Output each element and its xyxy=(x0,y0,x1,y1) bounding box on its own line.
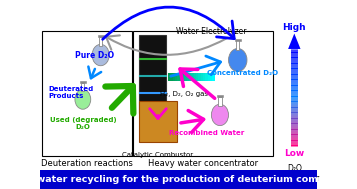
FancyBboxPatch shape xyxy=(212,73,215,81)
FancyBboxPatch shape xyxy=(235,39,241,41)
Text: Heavy water recycling for the production of deuterium compounds: Heavy water recycling for the production… xyxy=(0,175,357,184)
Text: Used (degraded)
D₂O: Used (degraded) D₂O xyxy=(50,117,116,130)
FancyBboxPatch shape xyxy=(80,81,86,83)
FancyBboxPatch shape xyxy=(207,73,210,81)
FancyBboxPatch shape xyxy=(99,37,102,46)
Text: Heavy water concentrator: Heavy water concentrator xyxy=(148,159,258,168)
FancyBboxPatch shape xyxy=(189,73,191,81)
FancyBboxPatch shape xyxy=(133,31,273,156)
FancyBboxPatch shape xyxy=(218,97,222,105)
Text: Low: Low xyxy=(284,149,305,158)
Text: Catalytic Combustor: Catalytic Combustor xyxy=(122,152,193,158)
FancyBboxPatch shape xyxy=(184,73,187,81)
FancyBboxPatch shape xyxy=(187,73,189,81)
FancyBboxPatch shape xyxy=(168,73,170,81)
FancyBboxPatch shape xyxy=(201,73,203,81)
Circle shape xyxy=(92,44,109,66)
FancyBboxPatch shape xyxy=(217,95,223,97)
Text: Pure D₂O: Pure D₂O xyxy=(75,51,114,60)
Circle shape xyxy=(75,90,91,109)
Circle shape xyxy=(228,49,247,71)
FancyBboxPatch shape xyxy=(40,170,317,189)
FancyBboxPatch shape xyxy=(196,73,198,81)
FancyBboxPatch shape xyxy=(173,73,175,81)
Text: Concentrated D₂O: Concentrated D₂O xyxy=(207,70,278,76)
FancyBboxPatch shape xyxy=(177,73,180,81)
Polygon shape xyxy=(288,33,301,49)
FancyBboxPatch shape xyxy=(81,83,84,91)
Text: Water Electrolyzer: Water Electrolyzer xyxy=(176,27,246,36)
FancyBboxPatch shape xyxy=(139,36,166,113)
Text: High: High xyxy=(282,22,306,32)
Text: Deuteration reactions: Deuteration reactions xyxy=(41,159,133,168)
Text: H₂, D₂, O₂ gas: H₂, D₂, O₂ gas xyxy=(160,91,208,97)
FancyBboxPatch shape xyxy=(175,73,177,81)
Text: D₂O
concentration: D₂O concentration xyxy=(268,164,321,183)
Circle shape xyxy=(211,104,228,126)
FancyBboxPatch shape xyxy=(203,73,205,81)
FancyBboxPatch shape xyxy=(205,73,207,81)
FancyBboxPatch shape xyxy=(170,73,173,81)
FancyBboxPatch shape xyxy=(193,73,196,81)
FancyBboxPatch shape xyxy=(182,73,184,81)
FancyBboxPatch shape xyxy=(236,40,240,50)
FancyBboxPatch shape xyxy=(198,73,201,81)
FancyBboxPatch shape xyxy=(97,35,104,37)
FancyBboxPatch shape xyxy=(42,31,132,156)
Text: Deuterated
Products: Deuterated Products xyxy=(48,86,93,99)
FancyBboxPatch shape xyxy=(139,101,177,142)
FancyBboxPatch shape xyxy=(210,73,212,81)
FancyBboxPatch shape xyxy=(191,73,193,81)
FancyBboxPatch shape xyxy=(180,73,182,81)
Text: Recombined Water: Recombined Water xyxy=(169,130,245,136)
